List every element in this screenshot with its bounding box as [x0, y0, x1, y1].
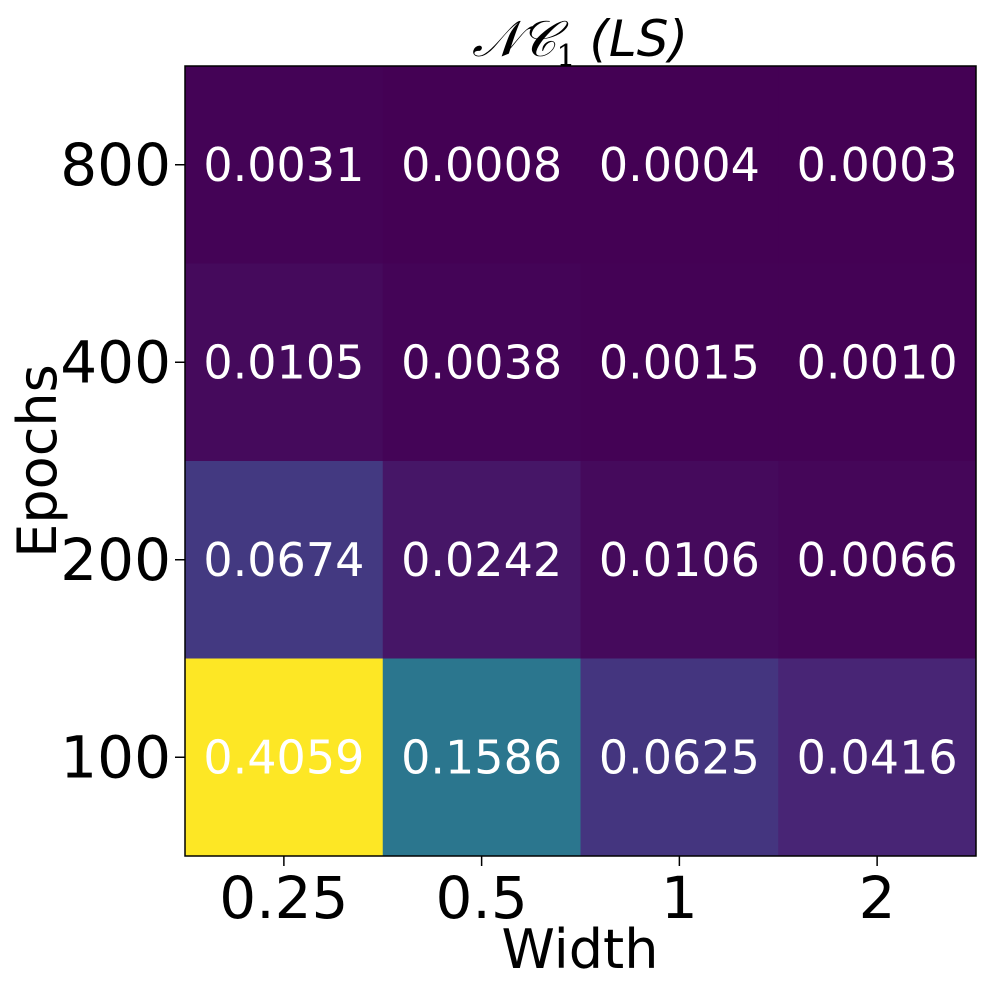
y-axis: 800 400 200 100: [60, 131, 185, 791]
heatmap-cell: [185, 263, 384, 462]
heatmap-cell: [580, 658, 779, 857]
y-tick-label: 800: [60, 131, 171, 199]
heatmap-cell: [778, 461, 977, 659]
heatmap-cell-label: 0.0674: [203, 533, 364, 587]
heatmap-cell-label: 0.0038: [401, 335, 562, 389]
x-tick-label: 1: [661, 864, 698, 932]
heatmap-cell: [778, 66, 977, 264]
heatmap-cell-label: 0.0416: [797, 730, 958, 784]
heatmap-cell: [382, 66, 581, 264]
y-tick-label: 100: [60, 723, 171, 791]
x-tick-label: 0.25: [219, 864, 348, 932]
heatmap-cell: [778, 658, 977, 857]
heatmap-cell: [185, 461, 384, 659]
chart-title-main: 𝒩𝒞: [472, 10, 569, 68]
x-axis: 0.25 0.5 1 2: [219, 856, 896, 932]
heatmap-cell-label: 0.0625: [599, 730, 760, 784]
heatmap-cell: [382, 461, 581, 659]
chart-title: 𝒩𝒞1 (LS): [472, 10, 688, 74]
heatmap-cell-label: 0.0008: [401, 138, 562, 192]
heatmap-cell-label: 0.0003: [797, 138, 958, 192]
y-tick-label: 200: [60, 526, 171, 594]
x-tick-label: 2: [859, 864, 896, 932]
heatmap-cell: [580, 461, 779, 659]
heatmap-cell-label: 0.0010: [797, 335, 958, 389]
heatmap-cell: [185, 658, 384, 857]
heatmap-cell: [382, 263, 581, 462]
heatmap-cell: [382, 658, 581, 857]
heatmap-cell-labels: 0.0031 0.0008 0.0004 0.0003 0.0105 0.0038 0.00…: [203, 138, 957, 785]
heatmap-cell: [185, 66, 384, 264]
heatmap-cell-label: 0.0004: [599, 138, 760, 192]
heatmap-cell-label: 0.0106: [599, 533, 760, 587]
heatmap-cell-label: 0.1586: [401, 730, 562, 784]
heatmap-cell: [580, 66, 779, 264]
y-tick-label: 400: [60, 328, 171, 396]
heatmap-cell-label: 0.0066: [797, 533, 958, 587]
heatmap-cells: [185, 66, 977, 857]
heatmap-cell-label: 0.0242: [401, 533, 562, 587]
heatmap-cell: [580, 263, 779, 462]
plot-frame: [184, 65, 977, 857]
heatmap-cell-label: 0.0105: [203, 335, 364, 389]
heatmap-cell: [778, 263, 977, 462]
chart-title-suffix: (LS): [589, 10, 688, 68]
x-tick-label: 0.5: [436, 864, 528, 932]
heatmap-cell-label: 0.4059: [203, 730, 364, 784]
x-axis-label: Width: [502, 918, 659, 981]
heatmap-cell-label: 0.0015: [599, 335, 760, 389]
heatmap-cell-label: 0.0031: [203, 138, 364, 192]
y-axis-label: Epochs: [6, 364, 69, 557]
